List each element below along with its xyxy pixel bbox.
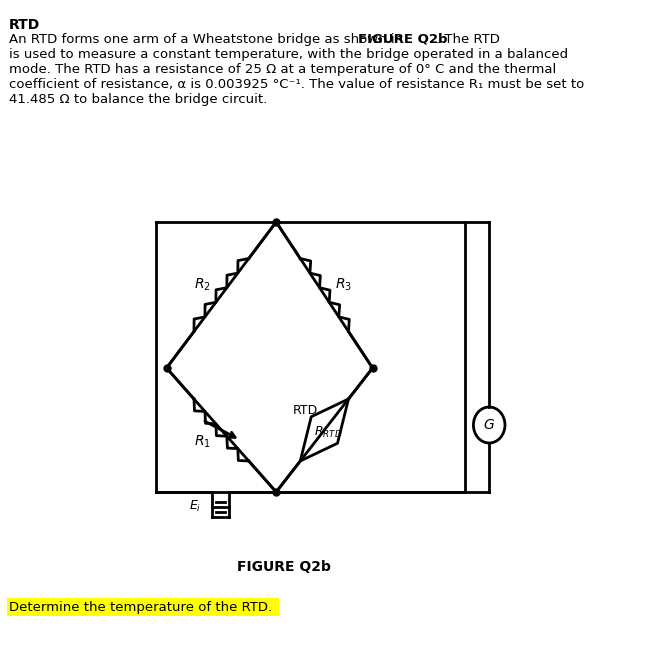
Text: coefficient of resistance, α is 0.003925 °C⁻¹. The value of resistance R₁ must b: coefficient of resistance, α is 0.003925… (9, 78, 584, 91)
Text: $R_1$: $R_1$ (193, 434, 210, 450)
Text: $R_3$: $R_3$ (335, 277, 352, 293)
Text: 41.485 Ω to balance the bridge circuit.: 41.485 Ω to balance the bridge circuit. (9, 93, 267, 106)
Text: RTD: RTD (293, 404, 318, 417)
Text: is used to measure a constant temperature, with the bridge operated in a balance: is used to measure a constant temperatur… (9, 48, 568, 61)
Text: An RTD forms one arm of a Wheatstone bridge as shown in: An RTD forms one arm of a Wheatstone bri… (9, 33, 407, 46)
Text: FIGURE Q2b: FIGURE Q2b (358, 33, 448, 46)
Text: mode. The RTD has a resistance of 25 Ω at a temperature of 0° C and the thermal: mode. The RTD has a resistance of 25 Ω a… (9, 63, 556, 76)
Text: $E_i$: $E_i$ (189, 499, 201, 514)
Text: Determine the temperature of the RTD.: Determine the temperature of the RTD. (9, 600, 272, 613)
Text: $R_2$: $R_2$ (193, 277, 210, 293)
Text: FIGURE Q2b: FIGURE Q2b (237, 560, 331, 574)
Text: $R_{RTD}$: $R_{RTD}$ (313, 424, 342, 439)
Text: G: G (484, 418, 495, 432)
Text: RTD: RTD (9, 18, 40, 32)
Text: . The RTD: . The RTD (437, 33, 500, 46)
FancyBboxPatch shape (7, 598, 279, 616)
